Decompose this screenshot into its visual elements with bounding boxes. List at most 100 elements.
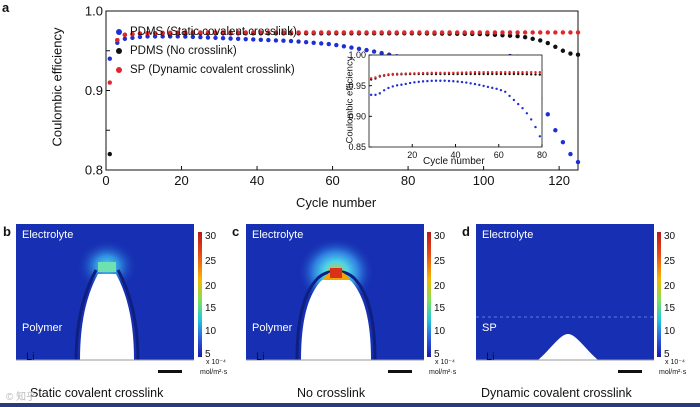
dendrite-shape [80,274,134,360]
main-point-pdms-static-covalent-crosslink [122,36,128,42]
inset-y-tick-label: 1.00 [348,50,366,60]
inset-point-pdms-static-covalent-crosslink [478,83,481,87]
main-point-pdms-static-covalent-crosslink [152,34,158,39]
main-point-pdms-no-crosslink [545,40,550,46]
inset-point-sp-dynamic-covalent-crosslink [486,70,490,74]
inset-point-sp-dynamic-covalent-crosslink [512,70,516,74]
inset-point-pdms-static-covalent-crosslink [486,85,490,89]
inset-point-sp-dynamic-covalent-crosslink [538,70,542,74]
main-point-pdms-static-covalent-crosslink [568,151,573,157]
main-x-tick-label: 120 [548,173,570,188]
cb-unit-line1: x 10⁻⁴ [665,359,685,366]
main-point-sp-dynamic-covalent-crosslink [568,30,573,35]
main-point-sp-dynamic-covalent-crosslink [334,30,339,35]
inset-point-sp-dynamic-covalent-crosslink [417,72,420,75]
main-y-axis-title: Coulombic efficiency [49,27,65,147]
inset-point-pdms-static-covalent-crosslink [417,80,420,84]
main-point-pdms-static-covalent-crosslink [311,40,316,45]
li-substrate [16,360,194,369]
main-point-pdms-static-covalent-crosslink [183,34,188,39]
main-point-pdms-static-covalent-crosslink [288,38,294,44]
caption-b: Static covalent crosslink [30,386,164,400]
main-x-tick-label: 0 [102,173,109,188]
inset-point-pdms-static-covalent-crosslink [369,93,373,97]
main-point-pdms-static-covalent-crosslink [205,35,211,40]
inset-point-sp-dynamic-covalent-crosslink [413,72,416,75]
main-point-sp-dynamic-covalent-crosslink [243,30,248,35]
dendrite-shape [301,276,371,360]
cb-unit-line2: mol/m²·s [200,369,228,376]
inset-point-sp-dynamic-covalent-crosslink [404,72,407,75]
colorbar-d [657,232,661,357]
inset-point-sp-dynamic-covalent-crosslink [400,72,403,75]
inset-point-pdms-static-covalent-crosslink [430,79,433,83]
inset-point-pdms-no-crosslink [469,72,472,76]
inset-point-sp-dynamic-covalent-crosslink [499,70,503,74]
inset-point-sp-dynamic-covalent-crosslink [430,71,433,75]
main-point-sp-dynamic-covalent-crosslink [341,30,347,35]
inset-point-sp-dynamic-covalent-crosslink [447,71,451,74]
inset-point-sp-dynamic-covalent-crosslink [382,73,386,77]
inset-point-pdms-no-crosslink [529,73,533,76]
inset-point-pdms-no-crosslink [504,72,507,76]
main-x-tick-label: 100 [473,173,495,188]
inset-point-sp-dynamic-covalent-crosslink [374,76,377,79]
inset-point-sp-dynamic-covalent-crosslink [482,70,485,74]
main-point-sp-dynamic-covalent-crosslink [515,30,520,35]
main-point-sp-dynamic-covalent-crosslink [477,30,483,35]
main-point-sp-dynamic-covalent-crosslink [273,30,279,35]
inset-point-sp-dynamic-covalent-crosslink [469,71,472,74]
inset-point-pdms-no-crosslink [495,72,498,76]
watermark: © 知乎 [6,392,37,403]
main-point-sp-dynamic-covalent-crosslink [205,30,211,35]
scale-bar-c [388,370,412,373]
inset-point-pdms-static-covalent-crosslink [460,80,464,84]
inset-point-pdms-static-covalent-crosslink [469,82,472,85]
cb-tick: 30 [434,231,446,242]
electrolyte-label: Electrolyte [482,229,534,241]
main-x-tick-label: 20 [174,173,188,188]
main-point-sp-dynamic-covalent-crosslink [319,30,324,35]
main-point-pdms-static-covalent-crosslink [137,34,143,40]
inset-point-sp-dynamic-covalent-crosslink [391,72,394,76]
main-point-pdms-static-covalent-crosslink [266,37,271,43]
main-point-sp-dynamic-covalent-crosslink [281,30,286,35]
main-point-pdms-static-covalent-crosslink [160,34,165,39]
main-point-sp-dynamic-covalent-crosslink [326,30,331,35]
legend-marker-blue [116,28,122,35]
li-substrate [246,360,424,369]
sim-field-dynamic [476,316,654,369]
sim-panel-no-crosslink: Electrolyte Polymer [246,224,424,369]
main-point-pdms-static-covalent-crosslink [107,56,112,61]
inset-point-pdms-static-covalent-crosslink [517,102,520,106]
main-point-sp-dynamic-covalent-crosslink [213,30,218,35]
inset-point-pdms-static-covalent-crosslink [395,84,399,87]
main-point-pdms-no-crosslink [522,35,528,40]
inset-point-pdms-no-crosslink [508,72,511,76]
inset-point-pdms-static-covalent-crosslink [456,80,459,83]
main-point-pdms-static-covalent-crosslink [145,34,150,39]
inset-point-sp-dynamic-covalent-crosslink [426,71,429,75]
main-point-pdms-static-covalent-crosslink [220,35,226,41]
inset-point-pdms-static-covalent-crosslink [382,89,386,92]
legend-label: PDMS (No crosslink) [130,45,237,57]
electrolyte-label: Electrolyte [22,229,74,241]
main-point-sp-dynamic-covalent-crosslink [190,30,196,35]
flux-hotspot [98,262,116,272]
legend-item-static-crosslink: PDMS (Static covalent crosslink) [116,26,297,38]
inset-point-pdms-static-covalent-crosslink [465,81,468,84]
legend-label: SP (Dynamic covalent crosslink) [130,64,295,76]
inset-x-tick-label: 80 [537,150,547,160]
main-point-pdms-static-covalent-crosslink [303,39,309,45]
main-point-sp-dynamic-covalent-crosslink [507,30,513,35]
main-point-sp-dynamic-covalent-crosslink [303,30,309,35]
inset-point-sp-dynamic-covalent-crosslink [504,70,507,74]
main-point-sp-dynamic-covalent-crosslink [394,30,399,35]
material-label: SP [482,322,497,334]
main-point-sp-dynamic-covalent-crosslink [152,30,158,36]
main-point-pdms-static-covalent-crosslink [228,36,233,41]
main-point-sp-dynamic-covalent-crosslink [424,30,430,35]
sim-field-static [16,240,194,369]
main-point-sp-dynamic-covalent-crosslink [130,32,135,37]
main-point-sp-dynamic-covalent-crosslink [145,30,150,36]
